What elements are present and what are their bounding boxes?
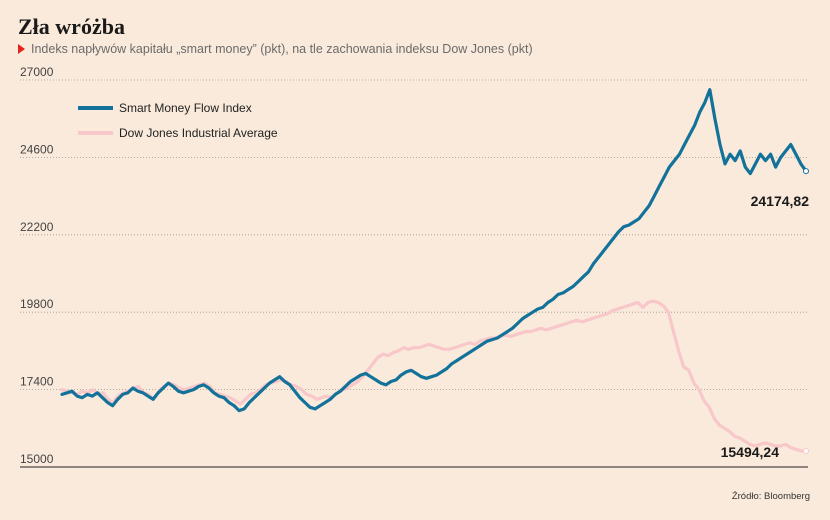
y-tick-label: 24600 [20, 142, 54, 156]
y-tick-label: 22200 [20, 220, 54, 234]
chart-title: Zła wróżba [18, 14, 125, 39]
legend-label: Dow Jones Industrial Average [119, 126, 278, 140]
series-endpoint [803, 448, 809, 455]
legend-label: Smart Money Flow Index [119, 101, 252, 115]
chart-lines [60, 88, 809, 455]
series-endpoint [803, 168, 809, 175]
y-tick-label: 15000 [20, 452, 54, 466]
series-line-smart-money [60, 88, 808, 413]
end-label-smart-money: 24174,82 [751, 193, 810, 209]
chart-subtitle: Indeks napływów kapitału „smart money” (… [18, 42, 533, 56]
subtitle-marker-icon [18, 44, 25, 54]
grid-lines [20, 79, 808, 468]
y-tick-label: 17400 [20, 375, 54, 389]
end-label-dow-jones: 15494,24 [721, 444, 780, 460]
subtitle-text: Indeks napływów kapitału „smart money” (… [31, 42, 533, 56]
end-labels: 24174,82 15494,24 [721, 193, 810, 460]
legend: Smart Money Flow Index Dow Jones Industri… [78, 101, 278, 140]
series-line-dow-jones [60, 299, 808, 453]
y-axis-ticks: 15000 17400 19800 22200 24600 27000 [20, 65, 54, 466]
source-note: Źródło: Bloomberg [731, 491, 810, 502]
y-tick-label: 19800 [20, 297, 54, 311]
y-tick-label: 27000 [20, 65, 54, 79]
